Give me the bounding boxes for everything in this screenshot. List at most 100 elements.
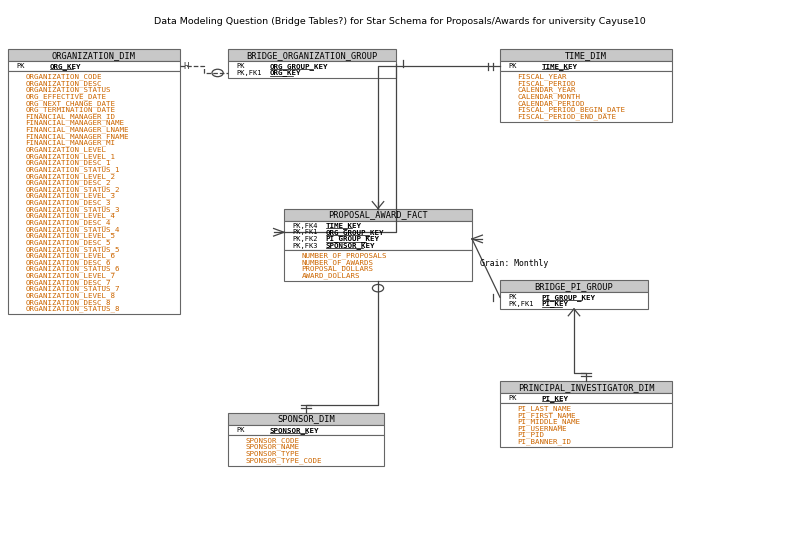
Bar (500, 71, 672, 122)
Text: PI_KEY: PI_KEY (542, 301, 569, 307)
Text: PI_GROUP_KEY: PI_GROUP_KEY (542, 294, 595, 301)
Bar (284, 209, 472, 221)
Text: ORGANIZATION_STATUS_3: ORGANIZATION_STATUS_3 (26, 206, 120, 213)
Text: PROPOSAL_AWARD_FACT: PROPOSAL_AWARD_FACT (328, 210, 428, 219)
Text: TIME_KEY: TIME_KEY (542, 63, 578, 70)
Bar (8, 61, 180, 71)
Text: SPONSOR_KEY: SPONSOR_KEY (326, 242, 375, 249)
Text: ORGANIZATION_STATUS_6: ORGANIZATION_STATUS_6 (26, 266, 120, 272)
Text: CALENDAR_MONTH: CALENDAR_MONTH (518, 93, 581, 100)
Text: FISCAL_YEAR: FISCAL_YEAR (518, 73, 567, 80)
Text: ORGANIZATION_LEVEL_4: ORGANIZATION_LEVEL_4 (26, 213, 115, 219)
Text: FISCAL_PERIOD: FISCAL_PERIOD (518, 80, 576, 87)
Text: FINANCIAL_MANAGER_FNAME: FINANCIAL_MANAGER_FNAME (26, 133, 129, 140)
Text: ORGANIZATION_STATUS_2: ORGANIZATION_STATUS_2 (26, 186, 120, 193)
Text: ORGANIZATION_DESC_4: ORGANIZATION_DESC_4 (26, 219, 111, 226)
Text: ORGANIZATION_STATUS: ORGANIZATION_STATUS (26, 87, 111, 93)
Text: PROPOSAL_DOLLARS: PROPOSAL_DOLLARS (302, 266, 374, 272)
Text: ORGANIZATION_LEVEL_5: ORGANIZATION_LEVEL_5 (26, 233, 115, 239)
Text: CALENDAR_PERIOD: CALENDAR_PERIOD (518, 100, 585, 107)
Text: PK,FK1: PK,FK1 (292, 229, 318, 235)
Bar (8, 49, 180, 61)
Text: ORGANIZATION_STATUS_5: ORGANIZATION_STATUS_5 (26, 246, 120, 253)
Text: FINANCIAL_MANAGER_MI: FINANCIAL_MANAGER_MI (26, 140, 115, 146)
Bar (228, 413, 384, 425)
Text: ORG_KEY: ORG_KEY (50, 63, 81, 70)
Bar (284, 221, 472, 250)
Text: PK,FK4: PK,FK4 (292, 222, 318, 229)
Text: ORGANIZATION_LEVEL_2: ORGANIZATION_LEVEL_2 (26, 173, 115, 179)
Text: PRINCIPAL_INVESTIGATOR_DIM: PRINCIPAL_INVESTIGATOR_DIM (518, 383, 654, 392)
Text: FISCAL_PERIOD_BEGIN_DATE: FISCAL_PERIOD_BEGIN_DATE (518, 107, 626, 113)
Text: PI_USERNAME: PI_USERNAME (518, 425, 567, 432)
Text: H: H (183, 62, 189, 71)
Text: TIME_KEY: TIME_KEY (326, 222, 362, 229)
Text: PK: PK (236, 427, 245, 433)
Text: ORGANIZATION_DESC: ORGANIZATION_DESC (26, 80, 102, 87)
Text: PK,FK3: PK,FK3 (292, 243, 318, 249)
Text: SPONSOR_TYPE_CODE: SPONSOR_TYPE_CODE (246, 457, 322, 463)
Text: PK: PK (508, 295, 517, 300)
Text: ORGANIZATION_LEVEL_3: ORGANIZATION_LEVEL_3 (26, 193, 115, 200)
Text: ORGANIZATION_LEVEL_6: ORGANIZATION_LEVEL_6 (26, 253, 115, 259)
Text: PI_FIRST_NAME: PI_FIRST_NAME (518, 412, 576, 419)
Text: ORG_TERMINATION_DATE: ORG_TERMINATION_DATE (26, 107, 115, 113)
Text: PK: PK (508, 395, 517, 401)
Bar (500, 403, 672, 447)
Text: ORGANIZATION_STATUS_1: ORGANIZATION_STATUS_1 (26, 166, 120, 173)
Text: ORGANIZATION_DESC_2: ORGANIZATION_DESC_2 (26, 179, 111, 186)
Text: ORGANIZATION_STATUS_7: ORGANIZATION_STATUS_7 (26, 286, 120, 292)
Text: PI_PID: PI_PID (518, 432, 545, 438)
Text: ORGANIZATION_LEVEL_1: ORGANIZATION_LEVEL_1 (26, 153, 115, 160)
Bar (284, 250, 472, 281)
Text: PI_GROUP_KEY: PI_GROUP_KEY (326, 235, 379, 243)
Text: ORGANIZATION_STATUS_8: ORGANIZATION_STATUS_8 (26, 306, 120, 312)
Text: ORG_NEXT_CHANGE_DATE: ORG_NEXT_CHANGE_DATE (26, 100, 115, 107)
Text: ORGANIZATION_DESC_8: ORGANIZATION_DESC_8 (26, 299, 111, 306)
Text: ORG_GROUP_KEY: ORG_GROUP_KEY (270, 63, 328, 70)
Text: SPONSOR_CODE: SPONSOR_CODE (246, 437, 300, 444)
Text: FISCAL_PERIOD_END_DATE: FISCAL_PERIOD_END_DATE (518, 113, 617, 120)
Text: PK,FK1: PK,FK1 (236, 70, 262, 76)
Text: ORGANIZATION_STATUS_4: ORGANIZATION_STATUS_4 (26, 226, 120, 233)
Text: BRIDGE_PI_GROUP: BRIDGE_PI_GROUP (534, 282, 614, 291)
Text: Grain: Monthly: Grain: Monthly (480, 259, 548, 268)
Bar (500, 61, 672, 71)
Bar (228, 425, 384, 435)
Text: ORG_EFFECTIVE_DATE: ORG_EFFECTIVE_DATE (26, 93, 106, 100)
Text: FINANCIAL_MANAGER_LNAME: FINANCIAL_MANAGER_LNAME (26, 126, 129, 133)
Text: ORG_GROUP_KEY: ORG_GROUP_KEY (326, 229, 384, 236)
Text: ORG_KEY: ORG_KEY (270, 69, 301, 77)
Bar (228, 49, 396, 61)
Text: PK: PK (236, 63, 245, 69)
Text: TIME_DIM: TIME_DIM (565, 51, 607, 60)
Text: FINANCIAL_MANAGER_NAME: FINANCIAL_MANAGER_NAME (26, 120, 125, 126)
Text: PI_BANNER_ID: PI_BANNER_ID (518, 438, 571, 445)
Bar (500, 280, 648, 292)
Text: ORGANIZATION_LEVEL: ORGANIZATION_LEVEL (26, 146, 106, 153)
Text: PK: PK (16, 63, 25, 69)
Text: NUMBER_OF_PROPOSALS: NUMBER_OF_PROPOSALS (302, 253, 387, 259)
Text: ORGANIZATION_DESC_1: ORGANIZATION_DESC_1 (26, 160, 111, 166)
Text: AWARD_DOLLARS: AWARD_DOLLARS (302, 272, 360, 279)
Text: ORGANIZATION_LEVEL_8: ORGANIZATION_LEVEL_8 (26, 292, 115, 299)
Text: SPONSOR_NAME: SPONSOR_NAME (246, 444, 300, 451)
Text: PI_MIDDLE_NAME: PI_MIDDLE_NAME (518, 419, 581, 425)
Text: NUMBER_OF_AWARDS: NUMBER_OF_AWARDS (302, 259, 374, 266)
Text: SPONSOR_TYPE: SPONSOR_TYPE (246, 451, 300, 457)
Bar (228, 435, 384, 466)
Text: ORGANIZATION_CODE: ORGANIZATION_CODE (26, 73, 102, 80)
Text: BRIDGE_ORGANIZATION_GROUP: BRIDGE_ORGANIZATION_GROUP (246, 51, 378, 60)
Bar (228, 61, 396, 78)
Text: PK,FK1: PK,FK1 (508, 301, 534, 307)
Text: ORGANIZATION_DESC_7: ORGANIZATION_DESC_7 (26, 279, 111, 286)
Text: PK,FK2: PK,FK2 (292, 236, 318, 242)
Text: ORGANIZATION_DESC_5: ORGANIZATION_DESC_5 (26, 239, 111, 246)
Text: PI_KEY: PI_KEY (542, 395, 569, 402)
Bar (500, 292, 648, 309)
Bar (500, 381, 672, 394)
Bar (500, 49, 672, 61)
Text: SPONSOR_DIM: SPONSOR_DIM (277, 415, 335, 424)
Text: ORGANIZATION_LEVEL_7: ORGANIZATION_LEVEL_7 (26, 272, 115, 279)
Text: SPONSOR_KEY: SPONSOR_KEY (270, 427, 319, 434)
